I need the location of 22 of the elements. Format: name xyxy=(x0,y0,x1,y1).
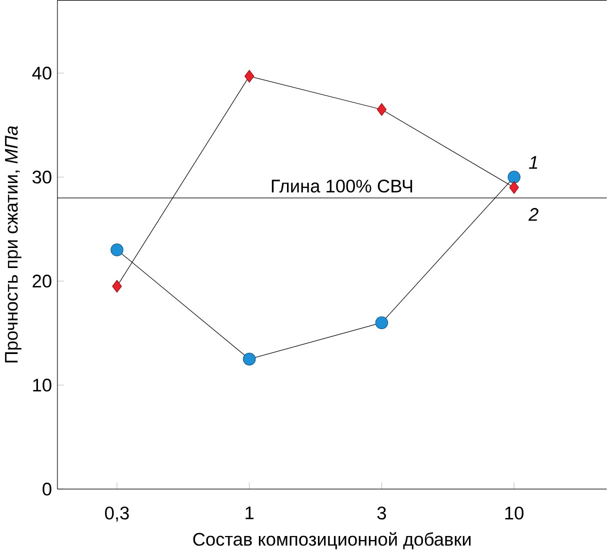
ref-line-label: Глина 100% СВЧ xyxy=(272,180,412,192)
y-tick-label: 20 xyxy=(32,274,52,288)
point xyxy=(112,280,122,293)
point xyxy=(110,243,124,256)
point xyxy=(508,170,520,184)
x-axis-title: Состав композиционной добавки xyxy=(193,532,471,550)
point xyxy=(509,180,519,194)
series-label: 2 xyxy=(528,208,538,221)
series-label: 1 xyxy=(528,156,538,169)
point xyxy=(375,316,388,329)
y-tick-label: 10 xyxy=(33,378,52,392)
x-tick-label: 1 xyxy=(246,506,254,519)
point xyxy=(244,70,254,82)
point xyxy=(242,352,256,366)
x-tick-label: 10 xyxy=(505,506,524,520)
y-tick-label: 30 xyxy=(32,170,52,184)
x-tick-label: 0,3 xyxy=(105,506,129,522)
y-axis-title: Прочность при сжатии, МПа xyxy=(5,126,22,362)
x-tick-label: 3 xyxy=(377,506,386,520)
y-tick-label: 40 xyxy=(32,66,52,80)
point xyxy=(376,102,387,116)
y-tick-label: 0 xyxy=(42,482,52,496)
